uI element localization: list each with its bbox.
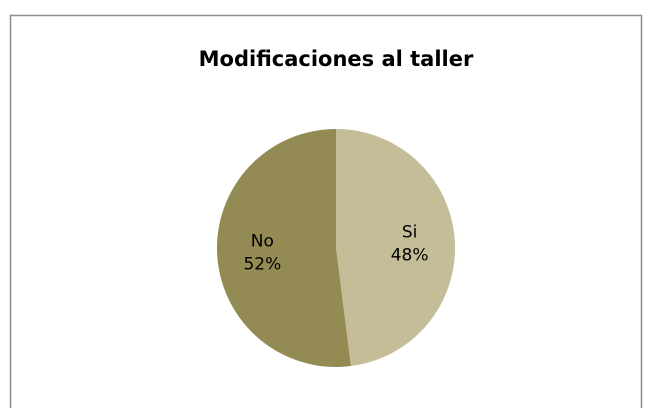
slice-category-label: Si <box>402 222 418 242</box>
slice-value-label: 52% <box>243 255 281 275</box>
slice-value-label: 48% <box>391 245 429 265</box>
chart-title: Modificaciones al taller <box>199 47 474 71</box>
pie-slice <box>217 129 351 367</box>
slice-category-label: No <box>251 232 274 252</box>
pie-slice <box>336 129 456 367</box>
